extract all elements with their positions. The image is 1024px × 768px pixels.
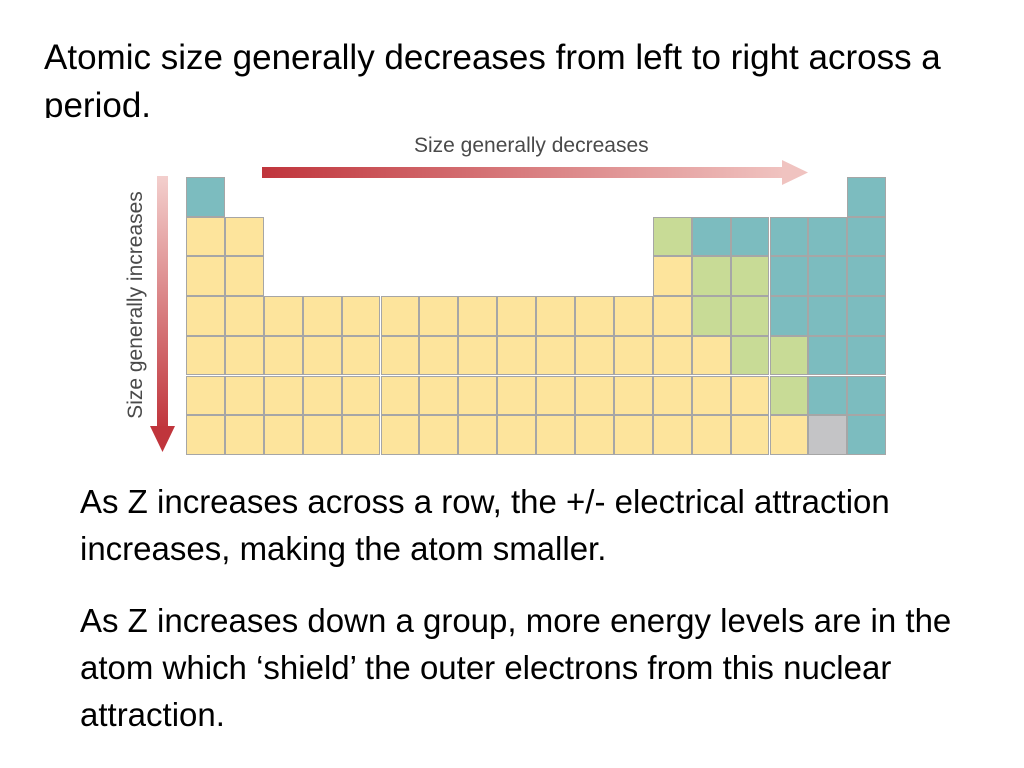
element-cell-yellow <box>341 335 381 376</box>
vertical-axis-label: Size generally increases <box>124 191 147 419</box>
element-cell-yellow <box>186 256 225 297</box>
element-cell-yellow <box>186 335 225 376</box>
element-cell-teal <box>808 375 848 416</box>
element-cell-yellow <box>575 415 614 455</box>
element-cell-teal <box>847 296 887 336</box>
element-cell-yellow <box>186 296 225 336</box>
element-cell-yellow <box>380 375 420 416</box>
element-cell-yellow <box>536 375 575 416</box>
element-cell-yellow <box>186 216 225 257</box>
atomic-size-diagram: Size generally decreases Size generally … <box>124 134 887 455</box>
element-cell-yellow <box>419 375 459 416</box>
element-cell-yellow <box>652 375 692 416</box>
element-cell-yellow <box>302 296 342 336</box>
element-cell-teal <box>847 256 887 297</box>
element-cell-yellow <box>691 415 731 455</box>
element-cell-teal <box>808 296 848 336</box>
element-cell-teal <box>808 335 848 376</box>
horizontal-axis-label: Size generally decreases <box>414 134 649 157</box>
element-cell-yellow <box>652 335 692 376</box>
element-cell-green <box>691 256 731 297</box>
element-cell-teal <box>730 216 770 257</box>
horizontal-arrow-icon <box>262 160 808 185</box>
element-cell-yellow <box>263 335 303 376</box>
element-cell-teal <box>847 216 887 257</box>
element-cell-green <box>730 296 770 336</box>
element-cell-yellow <box>575 296 614 336</box>
element-cell-yellow <box>186 375 225 416</box>
element-cell-teal <box>691 216 731 257</box>
element-cell-yellow <box>380 296 420 336</box>
element-cell-yellow <box>224 375 264 416</box>
element-cell-green <box>769 375 809 416</box>
element-cell-yellow <box>380 415 420 455</box>
element-cell-yellow <box>263 415 303 455</box>
element-cell-yellow <box>575 335 614 376</box>
element-cell-teal <box>808 256 848 297</box>
element-cell-yellow <box>224 415 264 455</box>
element-cell-yellow <box>302 375 342 416</box>
element-cell-yellow <box>341 375 381 416</box>
element-cell-yellow <box>341 296 381 336</box>
element-cell-teal <box>769 256 809 297</box>
element-cell-yellow <box>263 296 303 336</box>
element-cell-yellow <box>652 256 692 297</box>
element-cell-yellow <box>419 335 459 376</box>
element-cell-green <box>769 335 809 376</box>
element-cell-yellow <box>536 296 575 336</box>
element-cell-yellow <box>224 256 264 297</box>
element-cell-green <box>691 296 731 336</box>
element-cell-yellow <box>341 415 381 455</box>
element-cell-yellow <box>497 296 537 336</box>
element-cell-yellow <box>691 375 731 416</box>
element-cell-gray <box>808 415 848 455</box>
element-cell-yellow <box>536 335 575 376</box>
element-cell-teal <box>847 375 887 416</box>
element-cell-yellow <box>224 335 264 376</box>
element-cell-yellow <box>380 335 420 376</box>
element-cell-yellow <box>302 415 342 455</box>
element-cell-yellow <box>575 375 614 416</box>
slide-heading: Atomic size generally decreases from lef… <box>44 38 941 118</box>
element-cell-green <box>652 216 692 257</box>
element-cell-yellow <box>497 375 537 416</box>
element-cell-yellow <box>691 335 731 376</box>
element-cell-teal <box>847 335 887 376</box>
vertical-arrow-icon <box>150 176 175 452</box>
element-cell-teal <box>808 216 848 257</box>
element-cell-yellow <box>613 335 653 376</box>
element-cell-teal <box>847 177 887 217</box>
element-cell-yellow <box>458 335 498 376</box>
element-cell-yellow <box>458 415 498 455</box>
element-cell-green <box>730 335 770 376</box>
element-cell-yellow <box>613 415 653 455</box>
paragraph-group-trend: As Z increases down a group, more energy… <box>80 602 952 733</box>
element-cell-teal <box>769 216 809 257</box>
element-cell-yellow <box>419 296 459 336</box>
element-cell-teal <box>847 415 887 455</box>
element-cell-yellow <box>730 375 770 416</box>
element-cell-yellow <box>536 415 575 455</box>
element-cell-yellow <box>613 296 653 336</box>
element-cell-teal <box>186 177 225 217</box>
element-cell-yellow <box>497 415 537 455</box>
element-cell-yellow <box>730 415 770 455</box>
element-cell-yellow <box>497 335 537 376</box>
element-cell-yellow <box>458 375 498 416</box>
element-cell-yellow <box>302 335 342 376</box>
paragraph-row-trend: As Z increases across a row, the +/- ele… <box>80 483 890 567</box>
element-cell-yellow <box>652 415 692 455</box>
element-cell-yellow <box>224 216 264 257</box>
element-cell-teal <box>769 296 809 336</box>
element-cell-yellow <box>419 415 459 455</box>
element-cell-yellow <box>458 296 498 336</box>
element-cell-yellow <box>186 415 225 455</box>
element-cell-yellow <box>263 375 303 416</box>
element-cell-yellow <box>769 415 809 455</box>
element-cell-green <box>730 256 770 297</box>
element-cell-yellow <box>224 296 264 336</box>
element-cell-yellow <box>652 296 692 336</box>
element-cell-yellow <box>613 375 653 416</box>
